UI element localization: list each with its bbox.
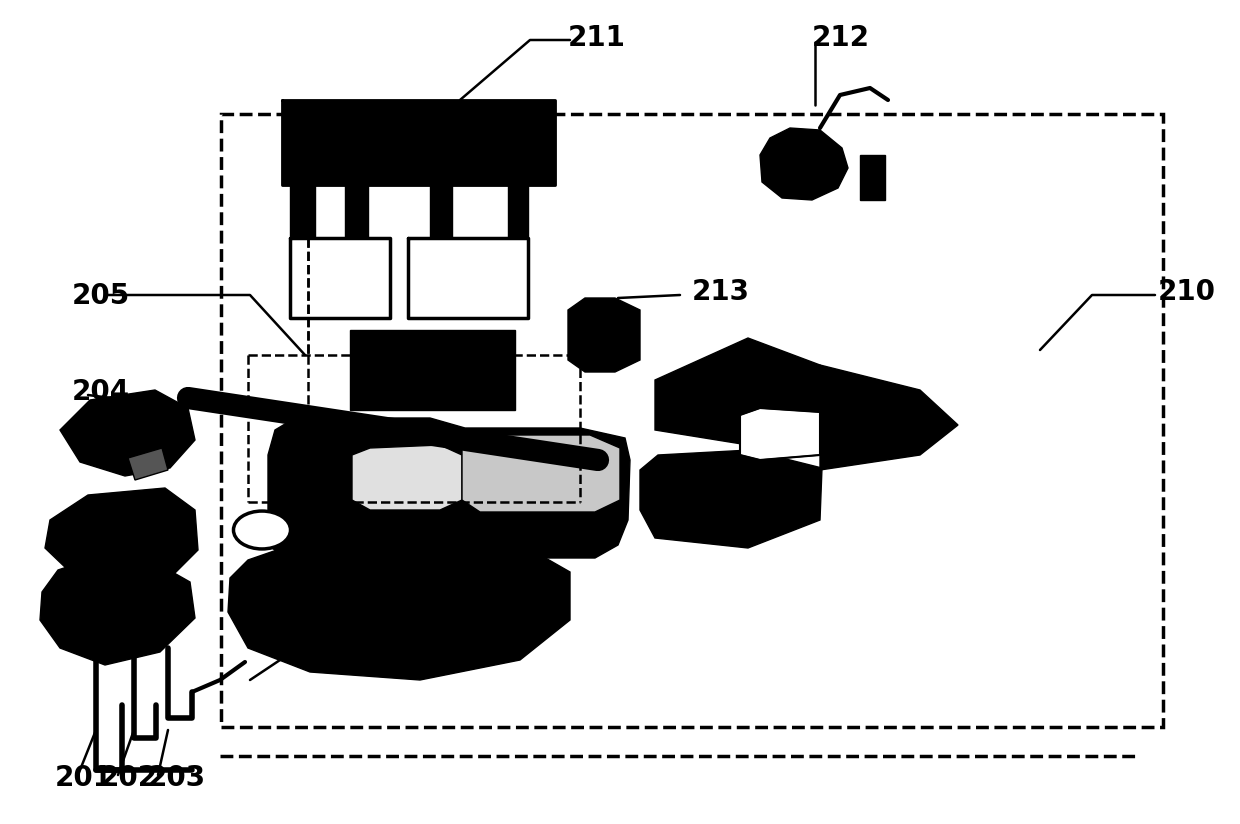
Polygon shape bbox=[40, 560, 195, 665]
Polygon shape bbox=[45, 488, 198, 590]
Polygon shape bbox=[508, 185, 528, 238]
Polygon shape bbox=[568, 298, 640, 372]
Polygon shape bbox=[352, 445, 463, 510]
Polygon shape bbox=[268, 418, 630, 572]
Polygon shape bbox=[430, 185, 453, 238]
Text: 209: 209 bbox=[701, 472, 758, 500]
Polygon shape bbox=[740, 408, 820, 460]
Text: 207: 207 bbox=[358, 572, 417, 600]
Circle shape bbox=[233, 511, 290, 549]
Polygon shape bbox=[760, 128, 848, 200]
Text: 212: 212 bbox=[812, 24, 870, 52]
Text: 208: 208 bbox=[358, 598, 417, 626]
Text: 202: 202 bbox=[100, 764, 159, 792]
Text: 206: 206 bbox=[358, 546, 417, 574]
Polygon shape bbox=[861, 155, 885, 200]
Text: 213: 213 bbox=[692, 278, 750, 306]
Polygon shape bbox=[345, 185, 368, 238]
Polygon shape bbox=[640, 450, 822, 548]
Polygon shape bbox=[350, 330, 515, 410]
Polygon shape bbox=[281, 100, 556, 185]
Text: 204: 204 bbox=[72, 378, 130, 406]
Polygon shape bbox=[820, 365, 959, 470]
Text: 205: 205 bbox=[72, 282, 130, 310]
Text: 211: 211 bbox=[568, 24, 626, 52]
Polygon shape bbox=[655, 338, 820, 445]
Polygon shape bbox=[463, 435, 620, 512]
Text: 203: 203 bbox=[148, 764, 206, 792]
Polygon shape bbox=[290, 185, 315, 238]
Text: 210: 210 bbox=[1158, 278, 1216, 306]
Polygon shape bbox=[228, 535, 570, 680]
Text: 201: 201 bbox=[55, 764, 113, 792]
Polygon shape bbox=[60, 390, 195, 476]
Polygon shape bbox=[128, 448, 167, 480]
